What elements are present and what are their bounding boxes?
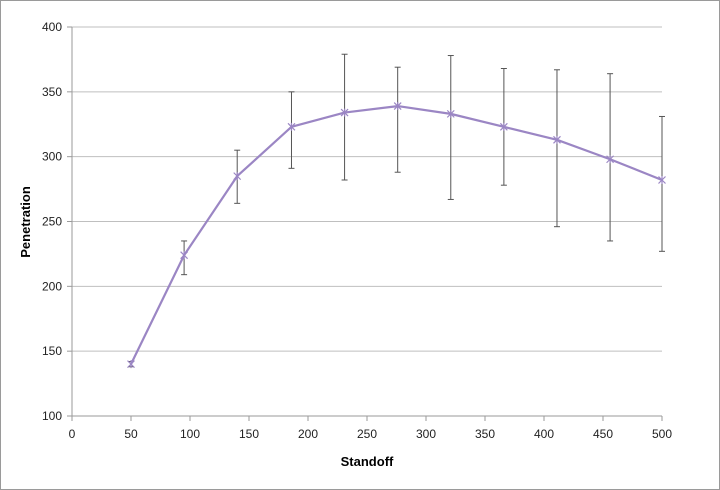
x-tick-label-100: 100 — [180, 427, 200, 441]
x-tick-label-400: 400 — [534, 427, 554, 441]
x-tick-label-150: 150 — [239, 427, 259, 441]
data-point — [658, 176, 666, 185]
gridlines — [72, 26, 662, 352]
tick-labels: 100 150 200 250 300 350 400 0 50 100 150 200 250 300 3… — [42, 20, 672, 441]
y-tick-label-400: 400 — [42, 20, 62, 34]
x-tick-label-500: 500 — [652, 427, 672, 441]
y-axis-title: Penetration — [18, 186, 33, 258]
data-point — [233, 172, 242, 181]
y-tick-label-250: 250 — [42, 215, 62, 229]
data-point — [340, 108, 349, 117]
x-axis-title: Standoff — [341, 454, 394, 469]
x-tick-label-450: 450 — [593, 427, 613, 441]
data-point — [287, 122, 296, 131]
x-tick-label-0: 0 — [69, 427, 76, 441]
data-point — [606, 155, 615, 164]
x-tick-label-200: 200 — [298, 427, 318, 441]
y-tick-label-350: 350 — [42, 85, 62, 99]
data-markers — [127, 102, 666, 369]
x-tick-label-50: 50 — [124, 427, 138, 441]
x-tick-label-300: 300 — [416, 427, 436, 441]
error-bar — [553, 69, 560, 228]
data-point — [127, 360, 135, 369]
error-bar — [394, 66, 401, 173]
error-bar — [341, 53, 348, 181]
data-point — [393, 102, 402, 111]
series-line-group — [130, 104, 663, 365]
x-tick-label-250: 250 — [357, 427, 377, 441]
y-tick-label-200: 200 — [42, 279, 62, 293]
error-bar — [447, 55, 454, 200]
data-point — [553, 135, 561, 144]
data-point — [180, 251, 189, 260]
data-point — [446, 109, 455, 118]
y-tick-label-150: 150 — [42, 344, 62, 358]
x-tick-label-350: 350 — [475, 427, 495, 441]
data-point — [499, 122, 508, 131]
y-tick-label-300: 300 — [42, 150, 62, 164]
error-bars — [128, 53, 665, 368]
axes — [67, 26, 663, 421]
y-tick-label-100: 100 — [42, 409, 62, 423]
series-line — [130, 104, 663, 365]
